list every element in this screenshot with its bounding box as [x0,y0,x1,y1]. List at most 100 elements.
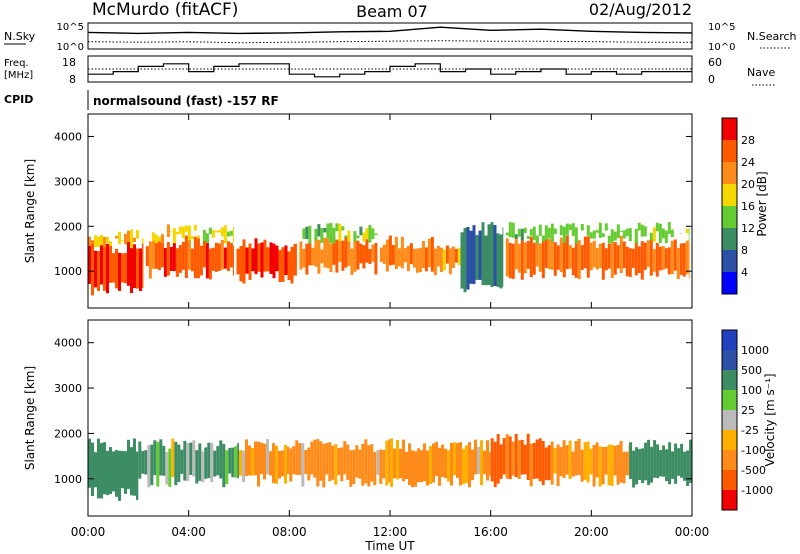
power-cell [308,240,312,266]
power-cell [586,225,590,236]
velocity-cell [453,442,456,476]
power-cell [652,249,656,272]
power-cell [544,238,548,268]
power-cell [94,250,97,288]
power-cell [544,225,548,240]
power-cell [619,235,623,274]
velocity-cell [147,445,151,488]
power-cell [133,244,136,289]
velocity-cell [613,445,617,476]
power-cell [266,247,270,272]
power-cell [499,234,503,289]
power-cell [505,238,509,277]
velocity-cell [376,450,380,475]
power-cell [302,248,306,268]
power-cell [583,236,587,269]
velocity-cell [364,439,368,484]
power-cell [565,223,569,236]
velocity-cell [213,450,217,477]
velocity-cell [331,445,335,480]
velocity-cell [502,438,506,475]
velocity-cell [352,449,356,484]
power-cell [320,228,324,243]
power-cell [305,243,309,275]
velocity-cell [647,439,651,486]
power-cell [688,241,690,279]
power-cell [226,241,230,271]
velocity-cell [435,441,438,477]
velocity-cell [571,451,575,477]
power-cell [178,226,182,234]
power-cell [323,227,327,233]
velocity-cell [396,440,399,480]
velocity-cell [234,446,238,478]
power-cell [403,248,407,263]
velocity-cell [180,449,184,474]
velocity-cell [477,446,480,474]
power-cell [157,240,161,271]
velocity-cell [88,438,91,488]
power-cell [595,230,599,233]
power-cell [338,239,342,262]
velocity-cell [319,441,323,481]
velocity-cell [207,442,211,479]
power-cell [278,250,282,283]
velocity-ytick-label: 3000 [54,382,82,395]
power-cell [115,236,118,239]
velocity-cell [225,450,229,484]
power-cell [208,248,212,280]
power-cell [211,230,215,238]
velocity-cell [625,451,629,476]
power-cell [550,223,554,242]
velocity-cell [124,451,127,494]
power-cell [329,243,333,273]
power-cell [667,222,671,234]
power-cell [124,233,127,245]
velocity-cell [281,450,284,477]
velocity-cell [671,451,675,479]
power-colorbar-segment [722,272,737,294]
power-cell [335,223,339,232]
x-axis-label: Time UT [364,539,415,553]
power-colorbar-label: Power [dB] [755,171,769,236]
power-cell [193,236,197,279]
velocity-cell [444,448,447,478]
velocity-cell [677,448,681,476]
power-cell [415,248,419,273]
power-cell [311,247,315,266]
power-cell [136,229,139,239]
power-cell [679,243,683,275]
power-cell [436,245,440,267]
power-cell [388,235,392,266]
station-title: McMurdo (fitACF) [92,0,238,20]
velocity-cell [97,438,100,499]
velocity-cell [432,443,435,483]
power-cell [142,241,144,289]
power-cell [136,248,139,289]
power-cell [457,247,461,266]
noise-panel-frame [87,22,693,50]
velocity-cell [328,442,332,482]
power-cell [592,230,596,239]
noise-left-label: N.Sky [4,30,36,43]
velocity-cell [304,450,308,474]
power-cell [604,248,608,271]
nave-tick-hi: 60 [708,56,722,69]
velocity-cell [266,439,269,475]
velocity-cell [635,447,639,485]
velocity-cell [198,443,202,481]
velocity-cell [420,450,423,483]
velocity-cell [405,451,408,480]
velocity-colorbar-segment [722,410,737,430]
velocity-cell [538,438,542,482]
power-cell [109,241,112,246]
velocity-cell [480,440,483,486]
velocity-cell [544,447,548,481]
velocity-cell [115,450,118,497]
velocity-cell [499,444,503,479]
power-cell [562,240,566,278]
power-cell [100,243,103,285]
power-cell [520,228,524,241]
power-colorbar-tick: 12 [741,222,755,235]
power-cell [353,240,357,272]
